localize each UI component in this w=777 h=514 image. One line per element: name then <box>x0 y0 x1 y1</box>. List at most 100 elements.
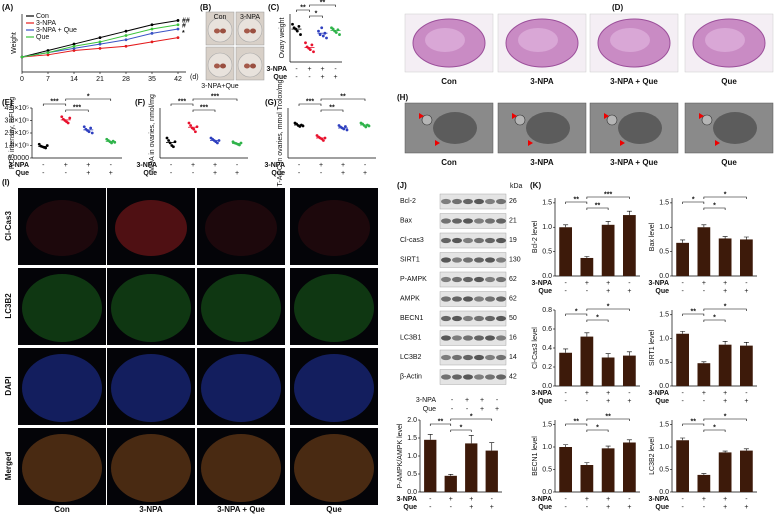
condition-name: Que <box>538 398 552 405</box>
condition-sign: - <box>451 406 454 413</box>
blot-size: 130 <box>509 256 521 263</box>
condition-name: Que <box>538 288 552 295</box>
significance-label: *** <box>73 104 81 111</box>
y-tick-label: 1.5 <box>542 200 552 207</box>
blot-size: 50 <box>509 315 517 322</box>
ovary <box>214 28 220 34</box>
blot-band <box>452 374 462 380</box>
arrow <box>512 113 517 119</box>
condition-sign: - <box>703 398 706 405</box>
condition-name: Que <box>271 170 285 177</box>
blot-band <box>485 237 495 244</box>
condition-name: Que <box>403 504 417 511</box>
bar <box>601 448 615 492</box>
y-tick-label: 0.0 <box>659 489 669 496</box>
condition-sign: + <box>333 74 337 81</box>
significance-bracket <box>42 103 67 106</box>
y-tick-label: 1.5 <box>542 421 552 428</box>
significance-bracket <box>682 423 705 426</box>
significance-bracket <box>309 4 336 7</box>
if-image <box>290 428 378 505</box>
x-axis-label: (d) <box>190 74 199 81</box>
data-point <box>165 136 169 140</box>
condition-name: 3-NPA <box>265 162 285 169</box>
bar <box>623 355 636 386</box>
annotation: * <box>182 30 185 37</box>
significance-bracket <box>296 9 310 12</box>
significance-bracket <box>586 418 630 421</box>
if-tissue <box>294 434 374 502</box>
error-bar <box>605 353 611 358</box>
condition-sign: + <box>723 390 727 397</box>
condition-sign: + <box>490 504 494 511</box>
bar <box>580 336 594 386</box>
data-point <box>345 128 349 132</box>
blot-band <box>452 218 462 224</box>
condition-name: 3-NPA <box>9 162 29 169</box>
y-tick-label: 0.8 <box>542 307 552 314</box>
blot-band <box>463 315 473 322</box>
blot-size: 26 <box>509 198 517 205</box>
bar <box>718 238 732 276</box>
blot-band <box>496 354 506 361</box>
blot-band <box>452 257 462 263</box>
bar <box>697 363 711 386</box>
tissue <box>425 28 465 52</box>
histology-caption: Que <box>721 77 737 86</box>
blot-band <box>441 335 451 341</box>
data-point <box>238 143 241 147</box>
if-tissue <box>22 434 102 502</box>
blot-band <box>485 257 495 263</box>
series-point <box>98 42 102 46</box>
if-row-label: LC3B2 <box>4 293 13 319</box>
if-tissue <box>201 434 281 502</box>
blot-band <box>496 315 506 322</box>
y-axis-label: T-AOC in ovaries, mmol Trolox/mg <box>277 79 284 186</box>
condition-sign: + <box>86 170 90 177</box>
bar <box>601 357 615 386</box>
data-point <box>168 141 172 145</box>
significance-bracket <box>703 319 726 322</box>
blot-band <box>485 218 495 224</box>
blot-band <box>496 296 506 302</box>
series-point <box>124 44 128 48</box>
y-tick-label: 1.5 <box>659 200 669 207</box>
significance-bracket <box>682 313 705 316</box>
legend-label: Con <box>36 13 49 20</box>
y-axis-label: LC3B2 level <box>649 437 656 475</box>
data-point <box>82 125 86 129</box>
condition-name: 3-NPA <box>532 280 552 287</box>
condition-sign: - <box>192 170 195 177</box>
condition-name: Que <box>655 288 669 295</box>
panel-label: (D) <box>612 3 623 12</box>
significance-label: * <box>692 196 695 203</box>
condition-sign: - <box>628 390 631 397</box>
condition-sign: + <box>341 170 345 177</box>
blot-band <box>463 257 473 263</box>
series-point <box>46 51 50 55</box>
condition-sign: - <box>703 288 706 295</box>
y-tick-label: 0.5 <box>659 466 669 473</box>
series-point <box>150 31 154 35</box>
condition-name: Que <box>655 398 669 405</box>
series-point <box>98 46 102 50</box>
condition-sign: - <box>308 74 311 81</box>
bar <box>676 242 689 276</box>
dish <box>237 17 263 43</box>
bar <box>718 452 732 492</box>
blot-name: SIRT1 <box>400 256 420 263</box>
significance-bracket <box>192 109 216 112</box>
data-point <box>192 127 196 131</box>
bar <box>740 239 753 276</box>
significance-label: ** <box>691 418 697 425</box>
blot-band <box>441 276 451 283</box>
if-image <box>290 348 378 425</box>
photo-caption: 3-NPA+Que <box>201 83 239 90</box>
arrow <box>528 140 533 146</box>
data-point <box>321 34 325 38</box>
series-point <box>124 38 128 42</box>
condition-sign: - <box>450 504 453 511</box>
significance-label: *** <box>50 98 58 105</box>
cell <box>433 112 477 144</box>
blot-band <box>485 335 495 341</box>
